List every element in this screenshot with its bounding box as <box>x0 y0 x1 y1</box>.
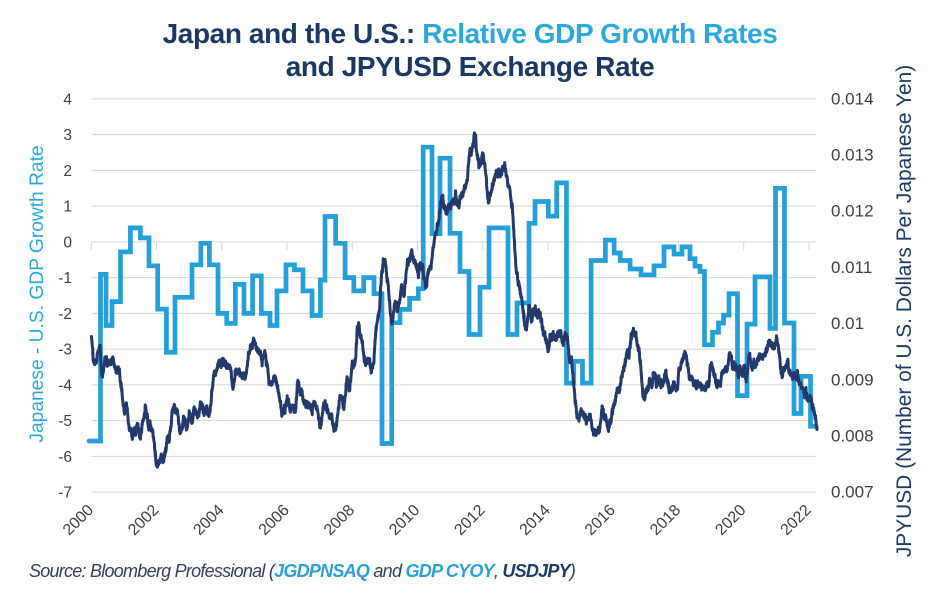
svg-text:2008: 2008 <box>321 502 358 539</box>
svg-text:-4: -4 <box>58 377 72 394</box>
svg-text:2014: 2014 <box>517 502 554 539</box>
svg-text:0.012: 0.012 <box>831 202 874 221</box>
svg-text:2012: 2012 <box>451 502 488 539</box>
svg-text:-2: -2 <box>58 306 72 323</box>
svg-text:0.014: 0.014 <box>831 89 874 108</box>
svg-text:0: 0 <box>63 234 72 251</box>
svg-text:0.013: 0.013 <box>831 146 874 165</box>
svg-text:2004: 2004 <box>190 502 227 539</box>
svg-text:-5: -5 <box>58 413 72 430</box>
svg-text:0.009: 0.009 <box>831 370 874 389</box>
svg-text:2: 2 <box>63 163 72 180</box>
svg-text:2002: 2002 <box>125 502 162 539</box>
svg-text:2016: 2016 <box>582 502 619 539</box>
svg-text:0.007: 0.007 <box>831 483 874 502</box>
svg-text:1: 1 <box>63 199 72 216</box>
svg-text:2010: 2010 <box>386 502 423 539</box>
svg-text:-7: -7 <box>58 485 72 502</box>
svg-text:0.011: 0.011 <box>831 258 872 277</box>
svg-text:2022: 2022 <box>778 502 815 539</box>
svg-text:-6: -6 <box>58 449 72 466</box>
svg-text:2000: 2000 <box>60 502 97 539</box>
svg-text:2006: 2006 <box>256 502 293 539</box>
svg-text:2018: 2018 <box>647 502 684 539</box>
svg-text:0.01: 0.01 <box>831 314 864 333</box>
svg-text:3: 3 <box>63 127 72 144</box>
svg-text:2020: 2020 <box>712 502 749 539</box>
svg-text:4: 4 <box>63 91 72 108</box>
svg-text:0.008: 0.008 <box>831 426 874 445</box>
svg-text:-3: -3 <box>58 342 72 359</box>
svg-text:-1: -1 <box>58 270 72 287</box>
